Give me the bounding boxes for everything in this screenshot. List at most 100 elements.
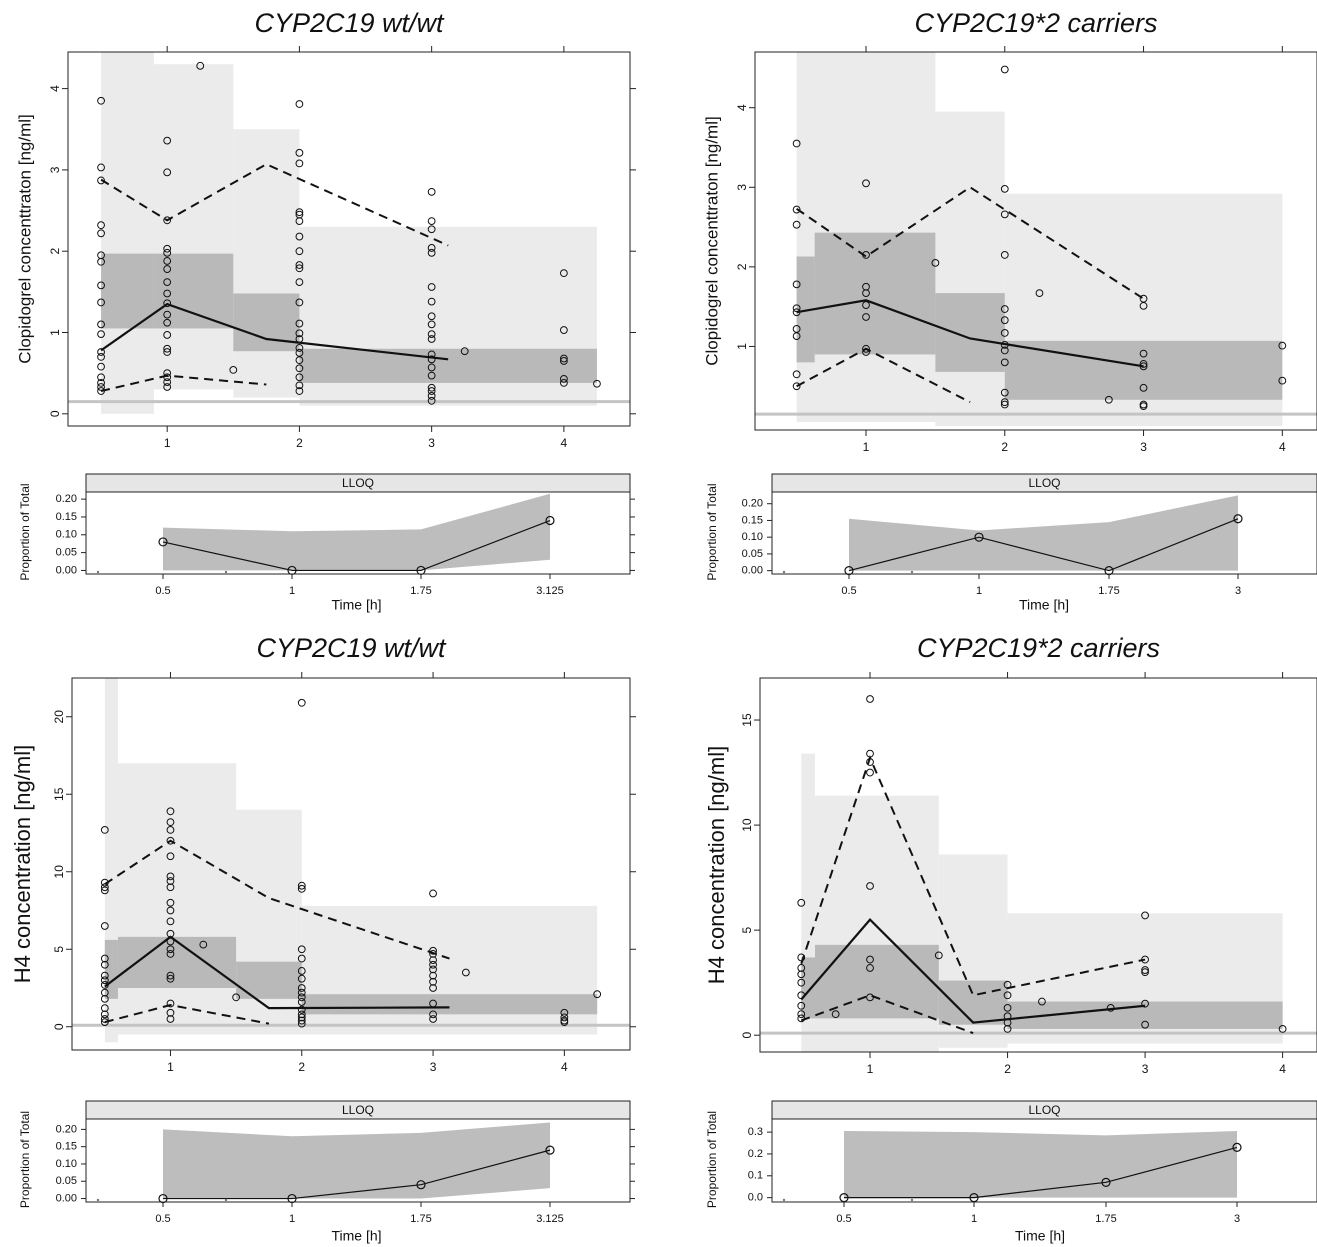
observation-point [1003, 1003, 1012, 1012]
lloq-x-tick-label: 1 [289, 1213, 295, 1225]
lloq-observed-point [158, 537, 168, 547]
observation-point [1000, 305, 1009, 313]
lloq-x-tick-label: 0.5 [836, 1213, 851, 1225]
x-tick-label: 3 [428, 436, 435, 450]
observation-point [797, 978, 806, 987]
observation-point [593, 990, 602, 999]
observation-point [1139, 349, 1148, 358]
observation-point [166, 898, 175, 907]
observation-point [295, 159, 304, 168]
observed-95th-percentile-line [104, 839, 450, 960]
lloq-corner-dot [910, 570, 914, 574]
observation-point [97, 330, 105, 339]
observation-point [232, 993, 241, 1002]
lloq-frame [771, 1118, 1317, 1203]
plot-frame [759, 677, 1317, 1053]
observation-point [429, 889, 437, 898]
observation-point [100, 826, 109, 834]
observation-point [427, 383, 436, 392]
observation-point [1139, 402, 1148, 411]
lloq-observed-point [1101, 1177, 1111, 1187]
observation-point [1139, 362, 1148, 371]
y-tick-label: 10 [52, 865, 66, 879]
x-tick-label: 3 [1140, 440, 1147, 454]
observation-point [295, 261, 304, 269]
lloq-corner-dot [910, 1198, 914, 1202]
observation-point [97, 229, 105, 238]
observation-point [792, 332, 801, 340]
median-ci-band [299, 348, 597, 383]
observation-point [100, 976, 109, 985]
x-tick-label: 4 [1279, 1062, 1286, 1076]
observation-point [295, 356, 304, 365]
observation-point [1038, 997, 1046, 1006]
median-ci-band [801, 957, 816, 1019]
lloq-x-tick-label: 0.5 [841, 585, 856, 597]
observation-point [199, 940, 208, 949]
observation-point [559, 326, 568, 334]
x-tick-label: 2 [298, 1060, 305, 1074]
lloq-strip-label: LLOQ [1028, 1103, 1060, 1117]
observation-point [797, 991, 806, 1000]
observation-point [163, 216, 172, 225]
observation-point [429, 965, 437, 974]
observation-point [866, 955, 874, 964]
y-tick-label: 4 [735, 104, 749, 111]
observation-point [166, 883, 175, 892]
lloq-x-tick-label: 1 [971, 1213, 977, 1225]
panel-title-4: CYP2C19*2 carriers [916, 633, 1161, 663]
observation-point [100, 971, 109, 980]
observation-point [429, 946, 437, 955]
observation-point [295, 387, 304, 395]
observation-point [100, 922, 109, 930]
lloq-y-tick-label: 0.10 [56, 529, 77, 541]
lloq-y-axis-label: Proportion of Total [18, 1111, 32, 1208]
lloq-y-tick-label: 0.0 [748, 1192, 763, 1204]
lloq-x-tick-label: 1.75 [1098, 585, 1119, 597]
observation-point [166, 807, 175, 816]
observation-point [429, 1015, 437, 1023]
y-axis-label: Clopidogrel concenttraton [ng/ml] [702, 116, 721, 365]
prediction-interval-band [153, 64, 234, 390]
observation-point [1000, 316, 1009, 325]
median-ci-band [935, 293, 1005, 372]
observation-point [295, 319, 304, 328]
observation-point [559, 379, 568, 387]
plot-frame [754, 51, 1317, 431]
x-tick-label: 2 [1004, 1062, 1011, 1076]
lloq-y-tick-label: 0.00 [742, 565, 763, 577]
x-tick-label: 1 [867, 1062, 874, 1076]
observation-point [1141, 955, 1149, 964]
lloq-corner-dot [96, 570, 100, 574]
observation-point [163, 369, 172, 378]
observation-point [797, 1010, 806, 1019]
observation-point [559, 269, 568, 278]
observation-point [866, 758, 874, 766]
observation-point [1000, 400, 1009, 409]
lloq-observed-point [974, 532, 984, 542]
observation-point [97, 373, 105, 382]
x-tick-label: 4 [561, 436, 568, 450]
observation-point [866, 964, 874, 972]
observation-point [427, 320, 436, 329]
lloq-y-tick-label: 0.2 [748, 1148, 763, 1160]
observation-point [559, 357, 568, 365]
lloq-y-tick-label: 0.20 [56, 1123, 77, 1135]
observation-point [427, 283, 436, 291]
observation-point [1000, 251, 1009, 259]
observation-point [797, 1014, 806, 1023]
lloq-corner-dot [96, 1198, 100, 1202]
observation-point [560, 1013, 569, 1022]
observation-point [1000, 340, 1009, 349]
observation-point [1000, 65, 1009, 74]
lloq-observed-point [1233, 514, 1243, 524]
observation-point [862, 179, 870, 188]
observation-point [166, 1015, 175, 1023]
x-tick-label: 4 [561, 1060, 568, 1074]
x-tick-label: 3 [1142, 1062, 1149, 1076]
observation-point [100, 981, 109, 989]
prediction-interval-band [233, 129, 300, 398]
observation-point [163, 299, 172, 308]
lloq-y-tick-label: 0.00 [56, 1192, 77, 1204]
